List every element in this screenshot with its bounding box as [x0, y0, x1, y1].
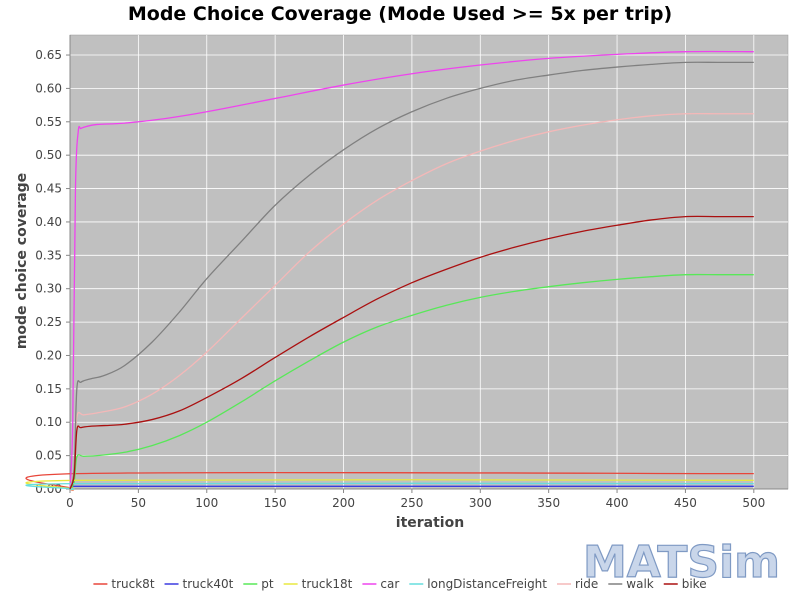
x-tick-label: 300: [469, 496, 492, 510]
series-lines: [25, 50, 754, 491]
series-line-walk: [69, 61, 754, 490]
legend-label-bike: bike: [682, 577, 707, 591]
plot-area: [69, 34, 789, 490]
y-axis-title: mode choice coverage: [14, 173, 30, 349]
axes: [66, 35, 788, 493]
legend-label-walk: walk: [626, 577, 654, 591]
y-tick-label: 0.20: [35, 348, 62, 362]
legend-label-longDistanceFreight: longDistanceFreight: [427, 577, 547, 591]
x-tick-label: 200: [332, 496, 355, 510]
x-tick-label: 400: [606, 496, 629, 510]
y-tick-label: 0.05: [35, 449, 62, 463]
legend-label-pt: pt: [261, 577, 274, 591]
x-tick-label: 250: [400, 496, 423, 510]
chart-title: Mode Choice Coverage (Mode Used >= 5x pe…: [128, 3, 672, 25]
tick-labels: 0.000.050.100.150.200.250.300.350.400.45…: [35, 48, 765, 510]
y-tick-label: 0.40: [35, 215, 62, 229]
y-tick-label: 0.45: [35, 182, 62, 196]
y-tick-label: 0.60: [35, 81, 62, 95]
y-tick-label: 0.35: [35, 248, 62, 262]
y-tick-label: 0.65: [35, 48, 62, 62]
y-tick-label: 0.50: [35, 148, 62, 162]
legend-label-ride: ride: [575, 577, 598, 591]
y-tick-label: 0.15: [35, 382, 62, 396]
gridlines: [69, 35, 788, 490]
y-tick-label: 0.55: [35, 115, 62, 129]
x-tick-label: 150: [264, 496, 287, 510]
legend-label-truck18t: truck18t: [302, 577, 353, 591]
series-line-car: [69, 50, 754, 490]
y-tick-label: 0.10: [35, 415, 62, 429]
legend: truck8t truck40t pt truck18t car longDistance…: [93, 577, 707, 591]
series-line-ride: [69, 112, 754, 490]
x-tick-label: 50: [131, 496, 146, 510]
legend-label-truck8t: truck8t: [111, 577, 154, 591]
series-line-longDistanceFreight: [25, 482, 754, 491]
x-tick-label: 100: [195, 496, 218, 510]
series-line-pt: [69, 273, 754, 490]
x-tick-label: 500: [742, 496, 765, 510]
series-line-bike: [69, 215, 754, 490]
y-tick-label: 0.25: [35, 315, 62, 329]
legend-label-truck40t: truck40t: [183, 577, 234, 591]
x-tick-label: 450: [674, 496, 697, 510]
x-tick-label: 0: [66, 496, 74, 510]
matsim-logo: MATSim: [583, 537, 780, 588]
x-tick-label: 350: [537, 496, 560, 510]
y-tick-label: 0.30: [35, 282, 62, 296]
legend-label-car: car: [380, 577, 399, 591]
x-axis-title: iteration: [396, 515, 464, 531]
